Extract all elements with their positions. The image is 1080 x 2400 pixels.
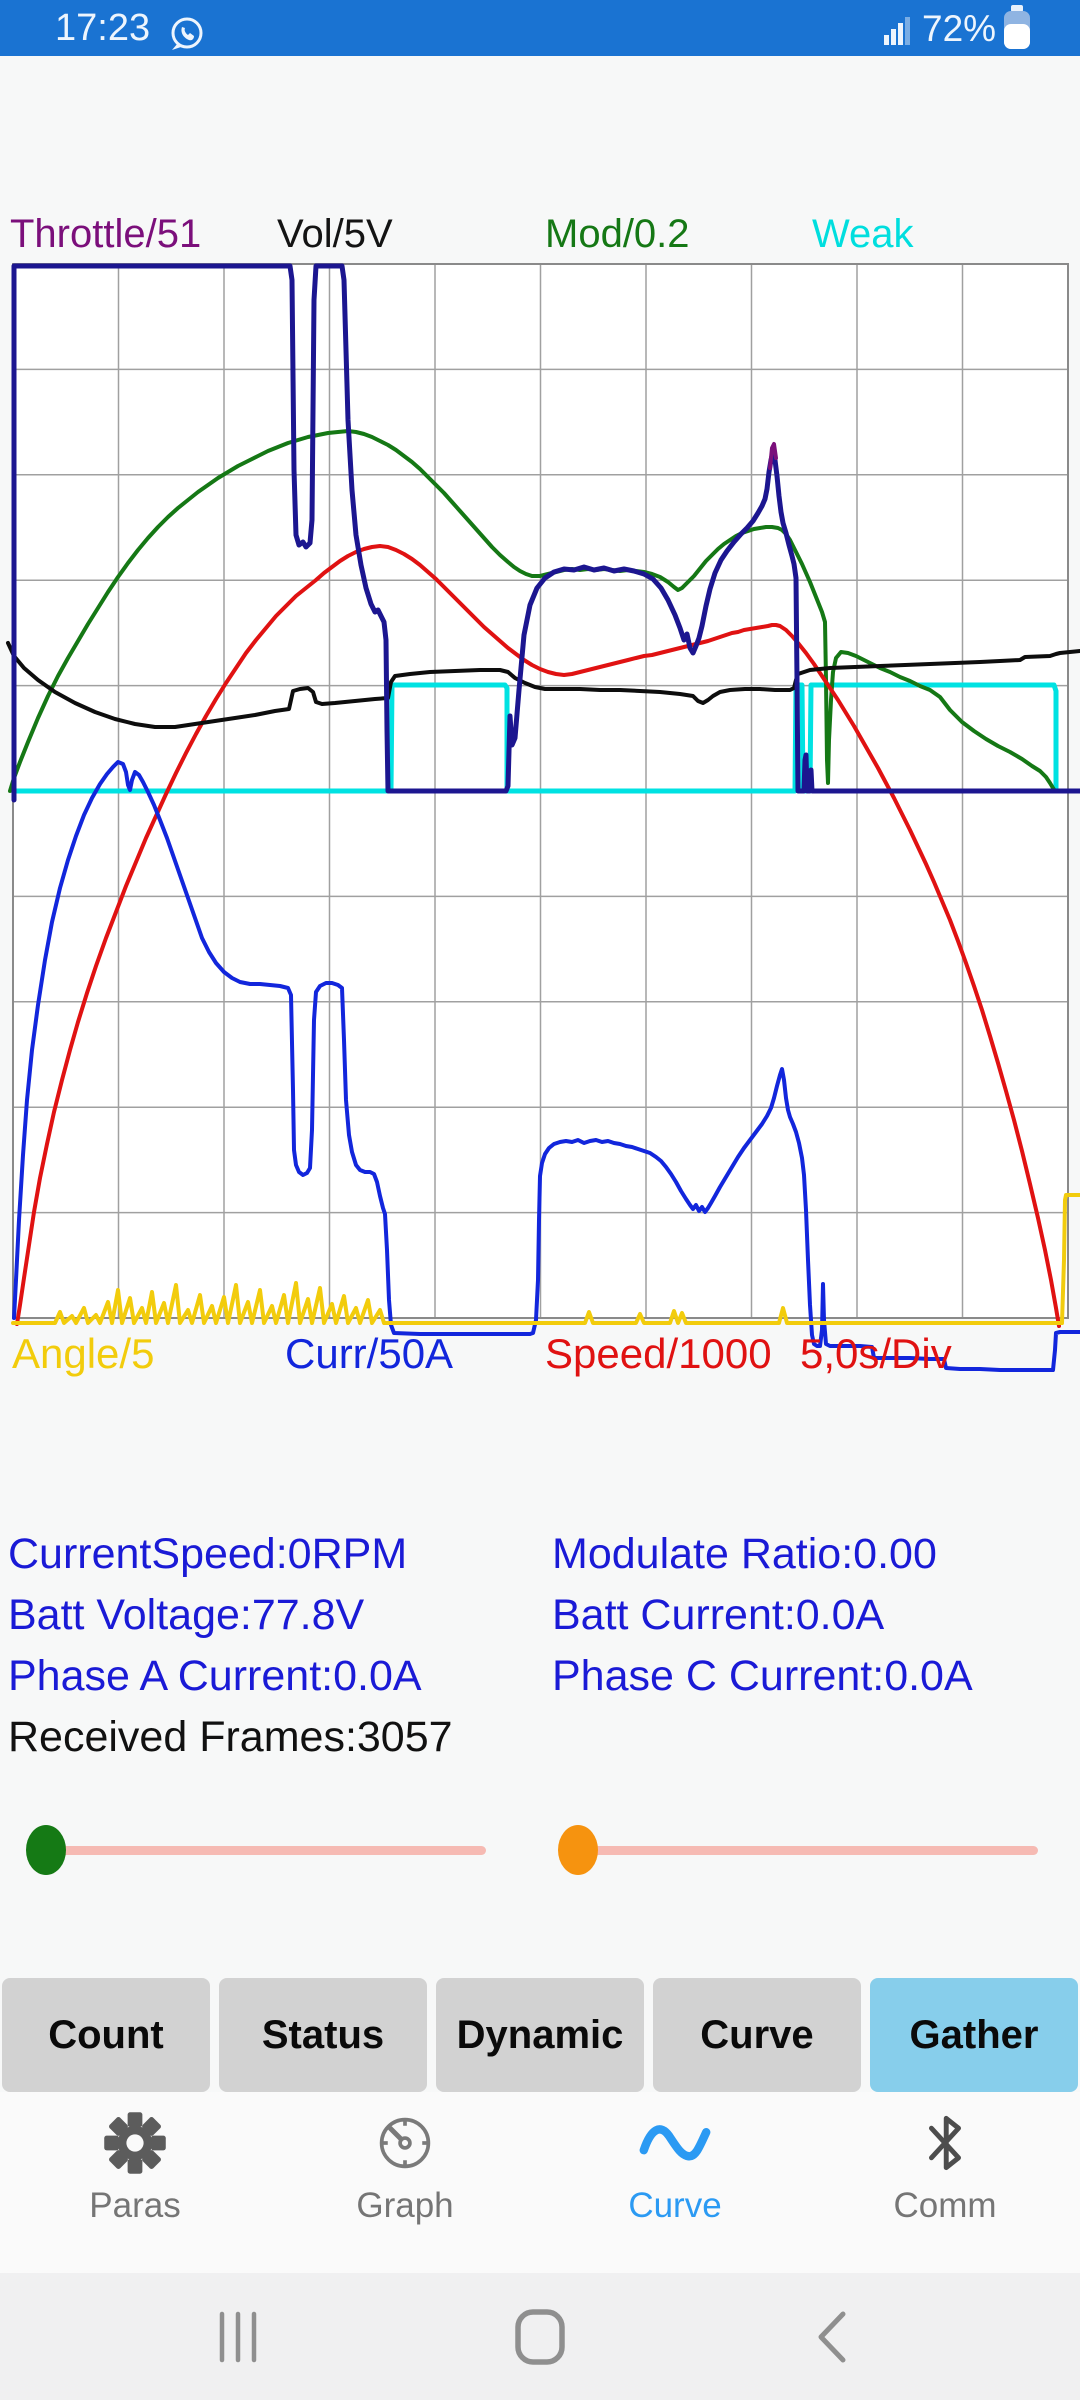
- chart-grid: [13, 264, 1068, 1318]
- curve-button[interactable]: Curve: [653, 1978, 861, 2092]
- chart-label-timediv: 5,0s/Div: [800, 1330, 952, 1377]
- tab-paras-label: Paras: [89, 2186, 181, 2225]
- battery-icon: [1002, 5, 1032, 56]
- readout-received-frames: Received Frames:3057: [8, 1713, 453, 1761]
- status-button[interactable]: Status: [219, 1978, 427, 2092]
- series-curr: [12, 760, 1080, 1372]
- left-slider[interactable]: [26, 1820, 486, 1880]
- series-throttle: [11, 263, 1080, 803]
- right-slider-track[interactable]: [572, 1846, 1038, 1855]
- count-button[interactable]: Count: [2, 1978, 210, 2092]
- back-icon[interactable]: [805, 2307, 865, 2372]
- sine-wave-icon: [639, 2110, 711, 2176]
- readout-batt-current: Batt Current:0.0A: [552, 1591, 885, 1639]
- tab-curve[interactable]: Curve: [540, 2092, 810, 2273]
- status-bar: 17:23 72%: [0, 0, 1080, 56]
- battery-percent: 72%: [922, 8, 997, 49]
- chart-label-throttle: Throttle/51: [10, 212, 202, 256]
- chart-label-curr: Curr/50A: [285, 1330, 454, 1377]
- gauge-icon: [373, 2110, 437, 2176]
- readout-current-speed: CurrentSpeed:0RPM: [8, 1530, 408, 1578]
- tab-paras[interactable]: Paras: [0, 2092, 270, 2273]
- series-mod: [8, 429, 1057, 793]
- readout-phase-c-current: Phase C Current:0.0A: [552, 1652, 973, 1700]
- chart-plot-area: [13, 264, 1068, 1318]
- gear-icon: [103, 2110, 167, 2176]
- tab-curve-label: Curve: [628, 2186, 722, 2225]
- series-vol: [6, 641, 1080, 729]
- chart-label-mod: Mod/0.2: [545, 212, 690, 256]
- left-slider-thumb[interactable]: [26, 1825, 66, 1875]
- readout-phase-a-current: Phase A Current:0.0A: [8, 1652, 422, 1700]
- chart-label-speed: Speed/1000: [545, 1330, 772, 1377]
- recents-icon[interactable]: [208, 2307, 268, 2372]
- dynamic-button[interactable]: Dynamic: [436, 1978, 644, 2092]
- right-slider[interactable]: [556, 1820, 1040, 1880]
- series-speed: [15, 544, 1061, 1328]
- chart-label-vol: Vol/5V: [277, 212, 393, 256]
- series-throttle_raw: [768, 442, 778, 470]
- android-nav-bar: [0, 2273, 1080, 2400]
- whatsapp-icon: [166, 12, 208, 59]
- bluetooth-icon: [913, 2110, 977, 2176]
- bottom-tab-bar: Paras Graph Curve: [0, 2092, 1080, 2273]
- chart-border: [12, 263, 1069, 1319]
- tab-graph[interactable]: Graph: [270, 2092, 540, 2273]
- signal-strength-icon: [884, 15, 912, 50]
- gather-button[interactable]: Gather: [870, 1978, 1078, 2092]
- left-slider-track[interactable]: [40, 1846, 486, 1855]
- readout-modulate-ratio: Modulate Ratio:0.00: [552, 1530, 937, 1578]
- tab-graph-label: Graph: [356, 2186, 454, 2225]
- series-angle: [11, 1193, 1080, 1325]
- chart-label-angle: Angle/5: [12, 1330, 155, 1377]
- series-weak: [10, 682, 1080, 794]
- status-time: 17:23: [55, 7, 151, 49]
- home-icon[interactable]: [510, 2307, 570, 2372]
- chart-label-weak: Weak: [812, 212, 914, 256]
- action-button-row: Count Status Dynamic Curve Gather: [0, 1978, 1080, 2092]
- right-slider-thumb[interactable]: [558, 1825, 598, 1875]
- tab-comm-label: Comm: [893, 2186, 997, 2225]
- readout-batt-voltage: Batt Voltage:77.8V: [8, 1591, 365, 1639]
- tab-comm[interactable]: Comm: [810, 2092, 1080, 2273]
